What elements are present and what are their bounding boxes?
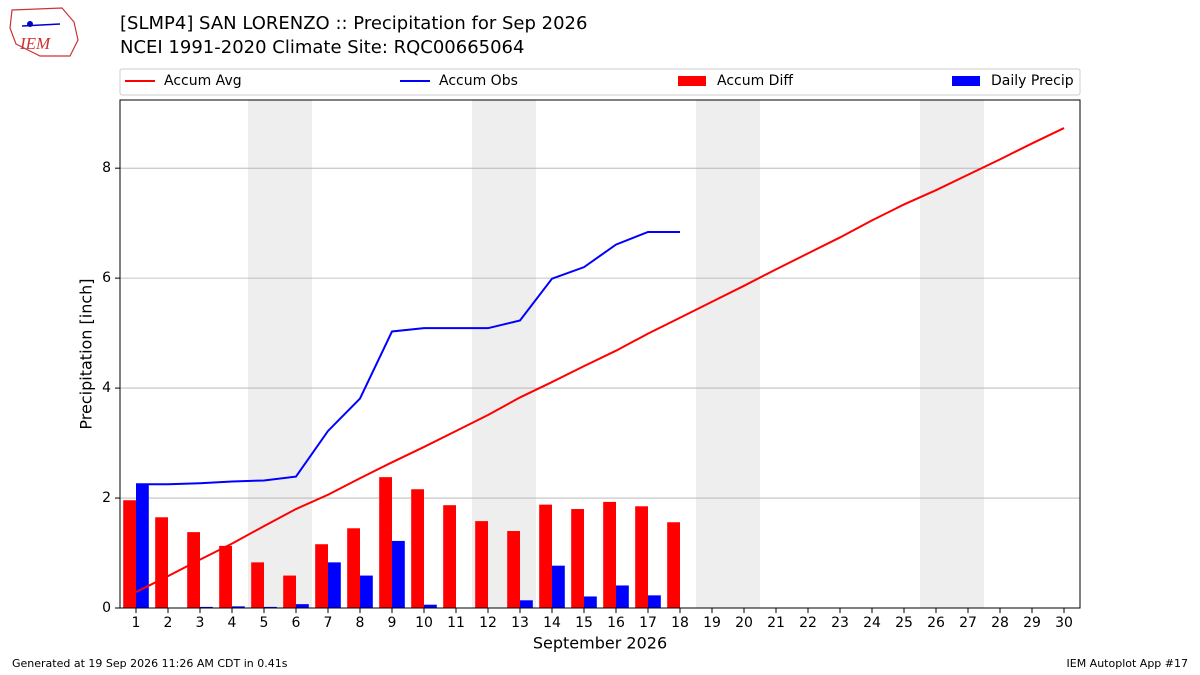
- x-tick-label: 14: [543, 615, 561, 631]
- bar: [136, 484, 149, 608]
- x-tick-label: 8: [356, 615, 365, 631]
- bar: [520, 600, 533, 608]
- x-tick-label: 7: [324, 615, 333, 631]
- bar: [219, 545, 232, 608]
- bar: [571, 509, 584, 608]
- weekend-shade: [248, 100, 280, 608]
- y-tick-label: 0: [102, 600, 111, 616]
- legend-swatch: [952, 76, 980, 86]
- legend-label: Accum Avg: [164, 73, 242, 89]
- bar: [251, 562, 264, 608]
- x-tick-label: 10: [415, 615, 433, 631]
- bar: [360, 575, 373, 608]
- x-tick-label: 28: [991, 615, 1009, 631]
- x-tick-label: 26: [927, 615, 945, 631]
- x-axis-label: September 2026: [533, 634, 667, 653]
- x-tick-label: 23: [831, 615, 849, 631]
- x-tick-label: 5: [260, 615, 269, 631]
- x-tick-label: 3: [196, 615, 205, 631]
- weekend-shade: [728, 100, 760, 608]
- chart-subtitle: NCEI 1991-2020 Climate Site: RQC00665064: [120, 37, 524, 58]
- bar: [392, 540, 405, 608]
- bar: [552, 565, 565, 608]
- x-tick-label: 29: [1023, 615, 1041, 631]
- bar: [328, 562, 341, 608]
- bar: [187, 532, 200, 608]
- x-tick-label: 15: [575, 615, 593, 631]
- line: [136, 230, 680, 486]
- logo: IEM: [9, 7, 79, 57]
- logo-outline: [9, 7, 79, 57]
- bar: [507, 531, 520, 608]
- weekend-shade: [696, 100, 728, 608]
- x-tick-label: 16: [607, 615, 625, 631]
- bar: [667, 522, 680, 608]
- weekend-shade: [504, 100, 536, 608]
- plot-frame: [119, 99, 1081, 609]
- bar: [264, 606, 277, 608]
- footer-left: Generated at 19 Sep 2026 11:26 AM CDT in…: [12, 657, 288, 670]
- bar: [200, 606, 213, 608]
- weekend-shade: [280, 100, 312, 608]
- bar: [296, 604, 309, 608]
- bar: [347, 528, 360, 608]
- weekend-shade: [920, 100, 952, 608]
- x-tick-label: 22: [799, 615, 817, 631]
- x-tick-label: 6: [292, 615, 301, 631]
- y-tick-label: 2: [102, 490, 111, 506]
- bar: [603, 501, 616, 608]
- chart-title: [SLMP4] SAN LORENZO :: Precipitation for…: [120, 13, 587, 34]
- bar: [411, 489, 424, 608]
- x-tick-label: 9: [388, 615, 397, 631]
- y-axis-label: Precipitation [inch]: [77, 278, 96, 429]
- bar: [616, 585, 629, 608]
- x-tick-label: 25: [895, 615, 913, 631]
- x-tick-label: 18: [671, 615, 689, 631]
- y-tick-label: 4: [102, 380, 111, 396]
- y-tick-label: 8: [102, 160, 111, 176]
- bar: [584, 596, 597, 608]
- x-tick-label: 21: [767, 615, 785, 631]
- x-tick-label: 12: [479, 615, 497, 631]
- bar: [315, 544, 328, 608]
- y-tick-label: 6: [102, 270, 111, 286]
- legend-box: [119, 68, 1081, 96]
- bar: [648, 595, 661, 608]
- bar: [379, 477, 392, 608]
- x-tick-label: 11: [447, 615, 465, 631]
- footer-right: IEM Autoplot App #17: [1067, 657, 1189, 670]
- logo-text: IEM: [19, 34, 51, 53]
- bar: [232, 606, 245, 608]
- bar: [539, 504, 552, 608]
- legend-label: Daily Precip: [991, 73, 1074, 89]
- x-tick-label: 2: [164, 615, 173, 631]
- legend-label: Accum Diff: [717, 73, 793, 89]
- legend-label: Accum Obs: [439, 73, 518, 89]
- bar: [475, 521, 488, 608]
- bar: [123, 500, 136, 608]
- x-tick-label: 19: [703, 615, 721, 631]
- x-tick-label: 20: [735, 615, 753, 631]
- bar: [443, 505, 456, 608]
- x-tick-label: 4: [228, 615, 237, 631]
- line: [135, 127, 1065, 593]
- x-tick-label: 24: [863, 615, 881, 631]
- weekend-shade: [952, 100, 984, 608]
- x-tick-label: 17: [639, 615, 657, 631]
- bar: [424, 604, 437, 608]
- x-tick-label: 27: [959, 615, 977, 631]
- x-tick-label: 13: [511, 615, 529, 631]
- legend-swatch: [678, 76, 706, 86]
- bar: [155, 517, 168, 608]
- logo-dot: [27, 21, 33, 27]
- x-tick-label: 1: [132, 615, 141, 631]
- bar: [635, 506, 648, 608]
- x-tick-label: 30: [1055, 615, 1073, 631]
- bar: [283, 575, 296, 608]
